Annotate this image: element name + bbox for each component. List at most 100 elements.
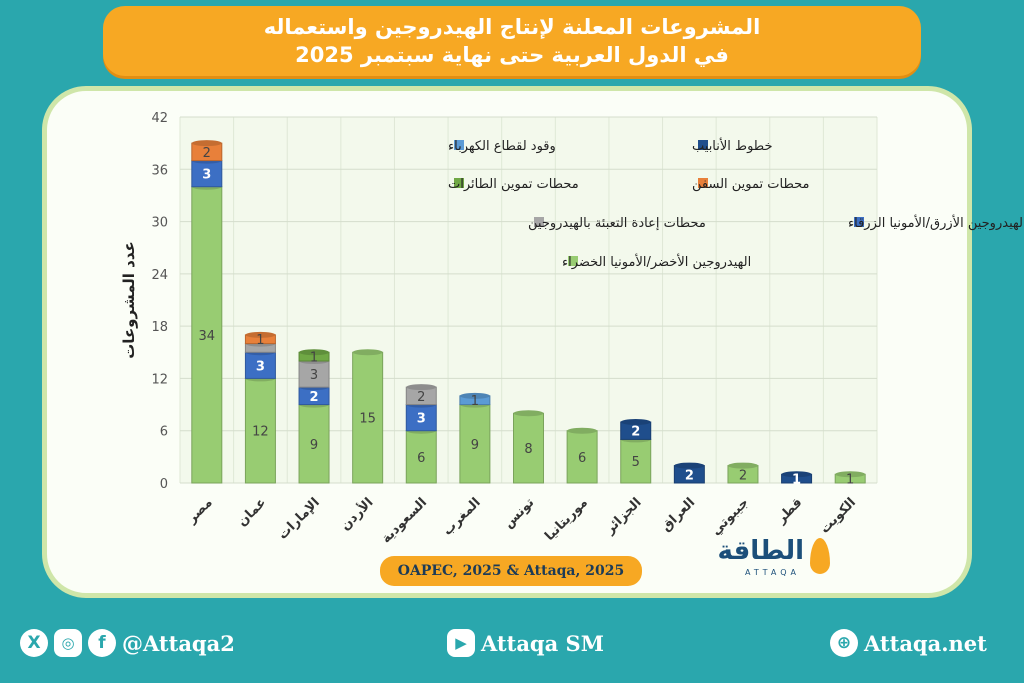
- bar-segment-cap: [567, 427, 598, 434]
- bar-value-label: 9: [471, 438, 479, 453]
- bar-value-label: 15: [359, 412, 376, 427]
- bar-value-label: 1: [471, 394, 479, 409]
- bar-value-label: 8: [524, 442, 532, 457]
- legend-label: وقود لقطاع الكهرباء: [448, 139, 556, 154]
- bar-segment-cap: [352, 349, 383, 356]
- legend-label: الهيدروجين الأخضر/الأمونيا الخضراء: [562, 253, 751, 270]
- youtube-icon[interactable]: ▶: [447, 629, 475, 657]
- bar-segment: [459, 404, 491, 484]
- youtube-link: ▶ Attaqa SM: [447, 628, 604, 658]
- attaqa-logo: الطاقة ATTAQA: [690, 536, 830, 582]
- bar-segment: [566, 430, 598, 484]
- bar-value-label: 34: [199, 329, 216, 344]
- source-note: OAPEC, 2025 & Attaqa, 2025: [380, 556, 642, 586]
- x-category-label: السعودية: [379, 495, 430, 546]
- title-banner: المشروعات المعلنة لإنتاج الهيدروجين واست…: [103, 6, 921, 76]
- bar-value-label: 2: [631, 425, 640, 440]
- bar-segment: [244, 351, 276, 379]
- y-tick-label: 30: [151, 216, 168, 231]
- bar-segment: [405, 430, 437, 484]
- x-category-label: الجزائر: [602, 495, 645, 538]
- legend-label: خطوط الأنابيب: [692, 137, 772, 154]
- facebook-icon[interactable]: f: [88, 629, 116, 657]
- x-category-label: المغرب: [440, 495, 484, 539]
- bar-value-label: 2: [203, 146, 211, 161]
- x-category-label: الكويت: [818, 495, 860, 537]
- legend-swatch: [454, 140, 464, 150]
- bar-segment-cap: [245, 331, 276, 338]
- x-icon[interactable]: X: [20, 629, 48, 657]
- bar-value-label: 2: [685, 468, 694, 483]
- bar-segment: [620, 438, 652, 484]
- bar-segment: [298, 360, 330, 388]
- bar-segment-cap: [781, 471, 812, 478]
- legend-label: محطات تموين الطائرات: [448, 177, 579, 192]
- website-link: ⊕ Attaqa.net: [830, 628, 987, 658]
- x-category-label: جيبوتي: [709, 495, 752, 538]
- chart-title-line-1: المشروعات المعلنة لإنتاج الهيدروجين واست…: [263, 15, 761, 39]
- bar-value-label: 1: [846, 473, 854, 488]
- bar-value-label: 2: [310, 390, 319, 405]
- x-category-label: الأردن: [337, 494, 377, 534]
- y-tick-label: 18: [151, 320, 168, 335]
- bar-value-label: 12: [252, 425, 269, 440]
- x-category-label: عمان: [235, 495, 269, 529]
- y-tick-label: 12: [151, 372, 168, 387]
- bar-segment-cap: [835, 471, 866, 478]
- bar-segment: [352, 351, 384, 484]
- y-tick-label: 42: [151, 111, 168, 126]
- legend-swatch: [568, 256, 578, 266]
- youtube-handle[interactable]: Attaqa SM: [481, 630, 604, 656]
- bar-value-label: 1: [256, 333, 264, 348]
- x-category-label: موريتانيا: [542, 495, 591, 544]
- legend-swatch: [854, 217, 864, 227]
- bar-segment-cap: [191, 140, 222, 147]
- social-links: X ◎ f @Attaqa2: [20, 628, 235, 658]
- bar-value-label: 6: [417, 451, 425, 466]
- x-category-label: تونس: [501, 495, 537, 531]
- bar-value-label: 3: [310, 368, 318, 383]
- x-category-label: الإمارات: [275, 495, 322, 542]
- social-handle[interactable]: @Attaqa2: [122, 630, 235, 656]
- bar-segment-cap: [674, 462, 705, 469]
- logo-subtext: ATTAQA: [745, 568, 800, 577]
- bar-value-label: 5: [632, 455, 640, 470]
- bar-segment-cap: [727, 462, 758, 469]
- legend-swatch: [534, 217, 544, 227]
- bar-value-label: 1: [310, 351, 318, 366]
- bar-value-label: 1: [792, 473, 801, 488]
- bar-value-label: 9: [310, 438, 318, 453]
- bar-segment: [298, 404, 330, 484]
- x-category-label: العراق: [659, 495, 698, 534]
- legend-swatch: [454, 178, 464, 188]
- bar-segment-cap: [513, 410, 544, 417]
- x-category-label: مصر: [184, 495, 216, 527]
- bar-segment-cap: [406, 384, 437, 391]
- y-tick-label: 0: [160, 477, 168, 492]
- bar-segment: [244, 377, 276, 484]
- bar-segment-cap: [620, 419, 651, 425]
- bar-segment-cap: [299, 349, 330, 356]
- legend-label: محطات إعادة التعبئة بالهيدروجين: [528, 216, 706, 231]
- bar-value-label: 2: [739, 468, 747, 483]
- legend-swatch: [698, 140, 708, 150]
- legend-label: محطات تموين السفن: [692, 177, 810, 192]
- bar-value-label: 2: [417, 390, 425, 405]
- legend-swatch: [698, 178, 708, 188]
- logo-drop-icon: [810, 538, 830, 574]
- y-tick-label: 24: [151, 268, 168, 283]
- legend-label: الهيدروجين الأزرق/الأمونيا الزرقاء: [848, 214, 1024, 231]
- bar-segment: [191, 186, 223, 484]
- y-axis-label: عدد المشروعات: [120, 241, 138, 359]
- globe-icon[interactable]: ⊕: [830, 629, 858, 657]
- bar-value-label: 3: [202, 168, 211, 183]
- bar-value-label: 3: [417, 412, 426, 427]
- logo-text: الطاقة: [717, 536, 804, 566]
- y-tick-label: 6: [160, 425, 168, 440]
- chart-title-line-2: في الدول العربية حتى نهاية سبتمبر 2025: [295, 43, 729, 67]
- website-url[interactable]: Attaqa.net: [864, 630, 987, 656]
- bar-segment: [513, 412, 544, 484]
- x-category-label: قطر: [773, 495, 805, 527]
- instagram-icon[interactable]: ◎: [54, 629, 82, 657]
